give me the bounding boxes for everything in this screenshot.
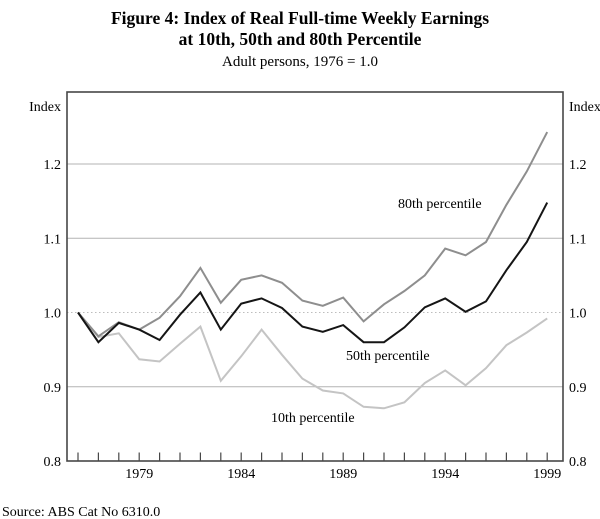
ytick-labels-right-group: 0.8 0.9 1.0 1.1 1.2: [569, 158, 587, 470]
ytick-labels-left-group: 0.8 0.9 1.0 1.1 1.2: [44, 158, 62, 470]
ytick-label-right-1.0: 1.0: [569, 307, 587, 322]
xtick-label-1984: 1984: [227, 467, 255, 482]
xtick-label-1979: 1979: [125, 467, 153, 482]
axis-unit-right: Index: [569, 100, 600, 115]
xtick-label-1994: 1994: [431, 467, 459, 482]
series-group: [77, 131, 549, 410]
chart-subtitle: Adult persons, 1976 = 1.0: [222, 54, 378, 70]
chart-title-line2: at 10th, 50th and 80th Percentile: [179, 29, 422, 49]
xtick-label-1999: 1999: [533, 467, 561, 482]
ytick-label-left-1.1: 1.1: [44, 232, 62, 247]
plot-frame: [66, 91, 564, 462]
ytick-label-right-1.2: 1.2: [569, 158, 587, 173]
ytick-label-left-0.8: 0.8: [44, 455, 62, 470]
ytick-label-right-0.9: 0.9: [569, 381, 587, 396]
source-note: Source: ABS Cat No 6310.0: [2, 505, 160, 519]
axis-unit-left: Index: [29, 100, 61, 115]
series-label-50th: 50th percentile: [346, 349, 430, 364]
ytick-label-left-1.2: 1.2: [44, 158, 62, 173]
series-label-10th: 10th percentile: [271, 411, 355, 426]
ytick-label-left-1.0: 1.0: [44, 307, 62, 322]
ytick-label-left-0.9: 0.9: [44, 381, 62, 396]
series-line-80th-percentile: [77, 131, 549, 338]
ytick-label-right-1.1: 1.1: [569, 232, 587, 247]
ticks-group: [77, 452, 548, 461]
chart-title-line1: Figure 4: Index of Real Full-time Weekly…: [111, 8, 489, 28]
xtick-label-1989: 1989: [329, 467, 357, 482]
xtick-labels-group: 1979 1984 1989 1994 1999: [125, 467, 561, 482]
series-line-50th-percentile: [77, 202, 549, 344]
ytick-label-right-0.8: 0.8: [569, 455, 587, 470]
series-line-10th-percentile: [77, 311, 548, 410]
series-label-80th: 80th percentile: [398, 197, 482, 212]
gridlines-group: [67, 163, 563, 388]
